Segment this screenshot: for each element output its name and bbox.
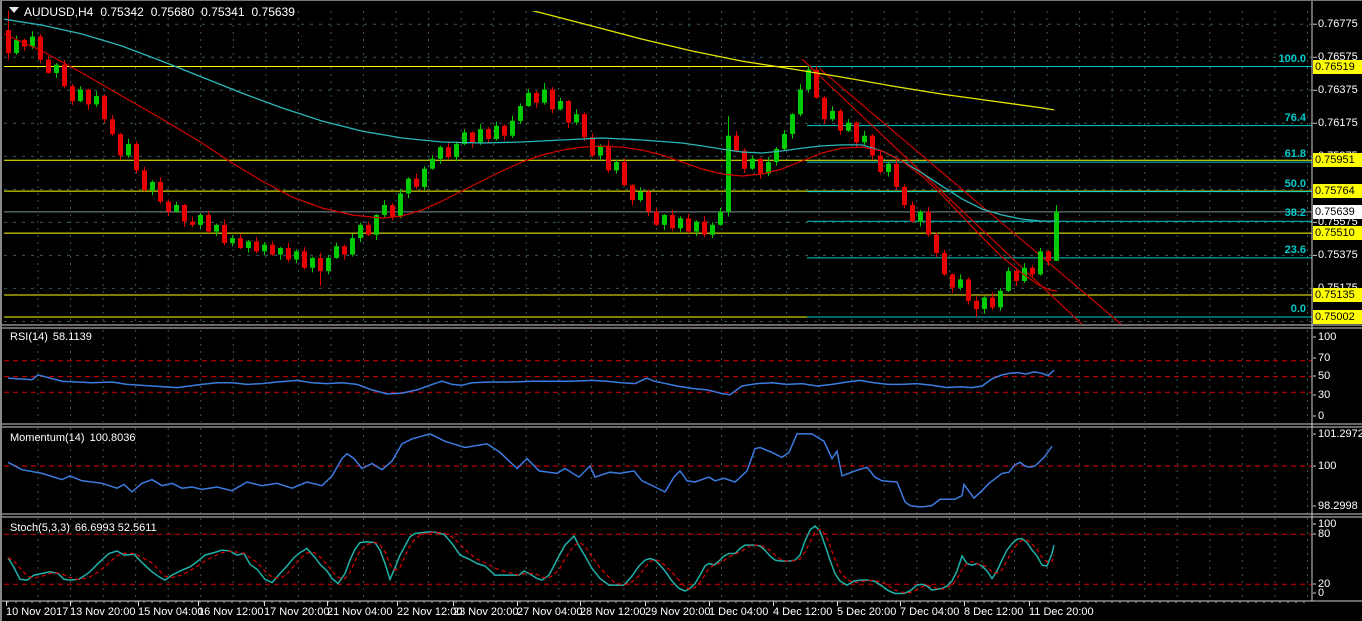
rsi-panel-title: RSI(14) 58.1139	[10, 331, 97, 343]
time-axis-label: 10 Nov 2017	[6, 606, 69, 618]
stoch-axis-label: 100	[1318, 518, 1337, 530]
time-axis-label: 27 Nov 04:00	[517, 606, 583, 618]
price-tag-yellow: 0.75002	[1313, 310, 1362, 324]
price-tag-yellow: 0.75764	[1313, 184, 1362, 199]
momentum-axis-label: 98.2998	[1318, 500, 1358, 512]
rsi-name: RSI(14)	[10, 331, 48, 343]
rsi-axis-label: 30	[1318, 389, 1331, 401]
price-tag-yellow: 0.76519	[1313, 59, 1362, 74]
price-axis-label: 0.75375	[1318, 249, 1358, 262]
ohlc-high: 0.75680	[150, 5, 195, 19]
rsi-axis-label: 100	[1318, 331, 1337, 343]
fib-level-label: 50.0	[1284, 177, 1306, 190]
time-axis-label: 28 Nov 12:00	[580, 606, 646, 618]
rsi-value: 58.1139	[52, 331, 92, 343]
fib-level-label: 38.2	[1284, 207, 1306, 220]
price-tag-yellow: 0.75951	[1313, 153, 1362, 168]
time-axis-label: 17 Nov 20:00	[264, 606, 330, 618]
time-axis-label: 4 Dec 12:00	[773, 606, 833, 618]
symbol-timeframe: AUDUSD,H4	[24, 5, 94, 19]
price-axis-label: 0.75575	[1318, 216, 1358, 229]
time-axis-label: 16 Nov 12:00	[198, 606, 264, 618]
price-axis-label: 0.76375	[1318, 84, 1358, 97]
stoch-axis-label: 80	[1318, 528, 1331, 540]
time-axis-label: 15 Nov 04:00	[138, 606, 204, 618]
time-axis-label: 21 Nov 04:00	[327, 606, 393, 618]
time-axis-label: 13 Nov 20:00	[70, 606, 136, 618]
ohlc-low: 0.75341	[201, 5, 245, 19]
time-axis-label: 22 Nov 12:00	[397, 606, 463, 618]
momentum-panel-title: Momentum(14) 100.8036	[10, 432, 140, 444]
stoch-panel-title: Stoch(5,3,3) 66.6993 52.5611	[10, 522, 162, 534]
stoch-axis-label: 20	[1318, 578, 1331, 590]
chart-dropdown-icon[interactable]	[9, 7, 19, 13]
stoch-axis-label: 0	[1318, 587, 1325, 599]
time-axis-label: 23 Nov 20:00	[453, 606, 519, 618]
fib-level-label: 61.8	[1284, 148, 1306, 161]
price-axis-label: 0.76775	[1318, 18, 1358, 31]
fib-level-label: 0.0	[1290, 303, 1306, 315]
rsi-axis-label: 50	[1318, 370, 1331, 382]
ohlc-open: 0.75342	[100, 5, 144, 19]
fib-level-label: 100.0	[1278, 52, 1306, 65]
fib-level-label: 23.6	[1284, 243, 1306, 256]
stoch-value: 66.6993 52.5611	[74, 522, 157, 534]
time-axis-label: 1 Dec 04:00	[709, 606, 769, 618]
time-axis-label: 7 Dec 04:00	[900, 606, 960, 618]
momentum-axis-label: 100	[1318, 460, 1337, 472]
price-tag-yellow: 0.75510	[1313, 226, 1362, 241]
price-tag-current: 0.75639	[1313, 204, 1362, 219]
chart-title: AUDUSD,H4 0.75342 0.75680 0.75341 0.75639	[24, 5, 302, 19]
momentum-value: 100.8036	[89, 432, 136, 444]
rsi-axis-label: 0	[1318, 410, 1325, 422]
momentum-name: Momentum(14)	[10, 432, 85, 444]
momentum-axis-label: 101.2972	[1318, 428, 1362, 440]
ohlc-close: 0.75639	[251, 5, 295, 19]
time-axis-label: 29 Nov 20:00	[645, 606, 711, 618]
price-axis-label: 0.76175	[1318, 117, 1358, 130]
time-axis-label: 11 Dec 20:00	[1029, 606, 1094, 618]
time-axis-label: 8 Dec 12:00	[964, 606, 1024, 618]
fib-level-label: 76.4	[1284, 111, 1306, 124]
time-axis-label: 5 Dec 20:00	[837, 606, 897, 618]
price-tag-yellow: 0.75135	[1313, 288, 1362, 303]
stoch-name: Stoch(5,3,3)	[10, 522, 70, 534]
rsi-axis-label: 70	[1318, 352, 1331, 364]
